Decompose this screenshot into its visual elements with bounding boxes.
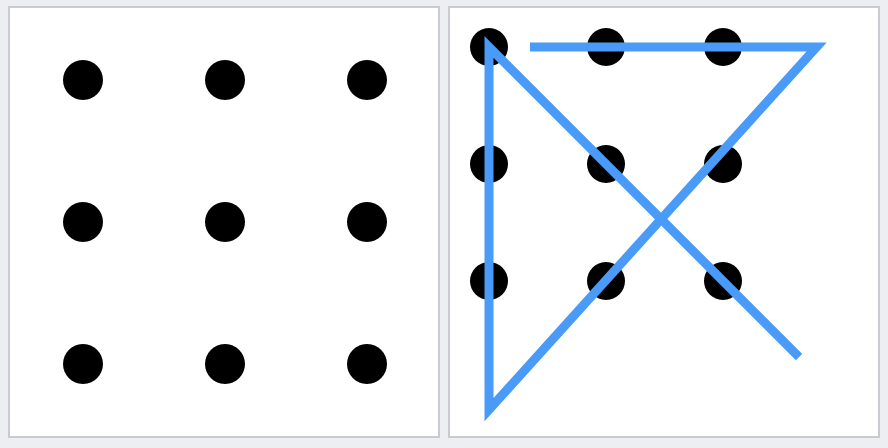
unsolved-dot-r3-c1 — [63, 344, 103, 384]
unsolved-dot-r1-c2 — [205, 60, 245, 100]
unsolved-dot-r2-c2 — [205, 202, 245, 242]
unsolved-dot-grid — [63, 60, 387, 384]
unsolved-dot-r2-c3 — [347, 202, 387, 242]
unsolved-dot-r1-c3 — [347, 60, 387, 100]
unsolved-puzzle-panel — [8, 6, 440, 438]
solution-path-line — [484, 36, 827, 422]
solved-puzzle-panel — [448, 6, 880, 438]
unsolved-dot-r2-c1 — [63, 202, 103, 242]
unsolved-dot-r1-c1 — [63, 60, 103, 100]
solved-dot-grid — [470, 28, 827, 422]
unsolved-dot-r3-c3 — [347, 344, 387, 384]
unsolved-dot-r3-c2 — [205, 344, 245, 384]
